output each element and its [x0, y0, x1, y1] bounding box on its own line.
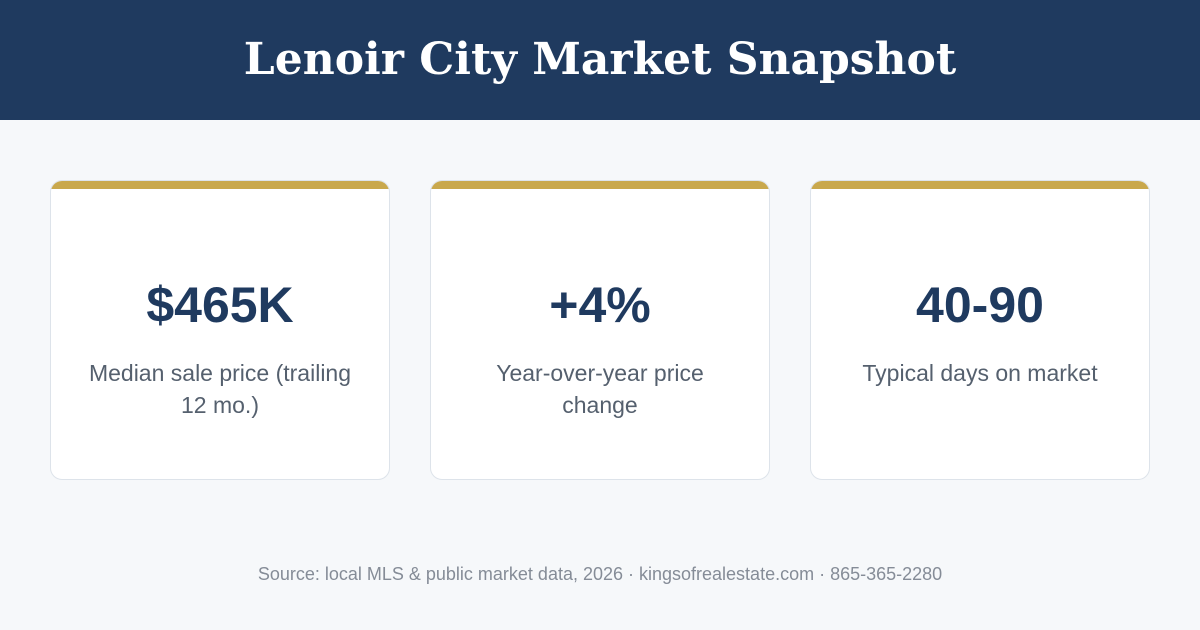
stat-card-days-on-market: 40-90 Typical days on market — [810, 180, 1150, 480]
stat-cards: $465K Median sale price (trailing 12 mo.… — [50, 180, 1150, 480]
stat-card-median-price: $465K Median sale price (trailing 12 mo.… — [50, 180, 390, 480]
stat-card-price-change: +4% Year-over-year price change — [430, 180, 770, 480]
card-accent-bar — [431, 181, 769, 189]
page-title: Lenoir City Market Snapshot — [243, 34, 957, 85]
stat-label: Typical days on market — [862, 360, 1098, 386]
stat-value: +4% — [549, 277, 651, 333]
stat-label: Median sale price (trailing 12 mo.) — [88, 360, 352, 418]
stat-value: 40-90 — [916, 277, 1044, 333]
source-footer: Source: local MLS & public market data, … — [257, 564, 943, 584]
header-banner: Lenoir City Market Snapshot — [0, 0, 1200, 120]
card-accent-bar — [51, 181, 389, 189]
stat-value: $465K — [146, 277, 294, 333]
stat-label: Year-over-year price change — [496, 360, 704, 418]
card-accent-bar — [811, 181, 1149, 189]
